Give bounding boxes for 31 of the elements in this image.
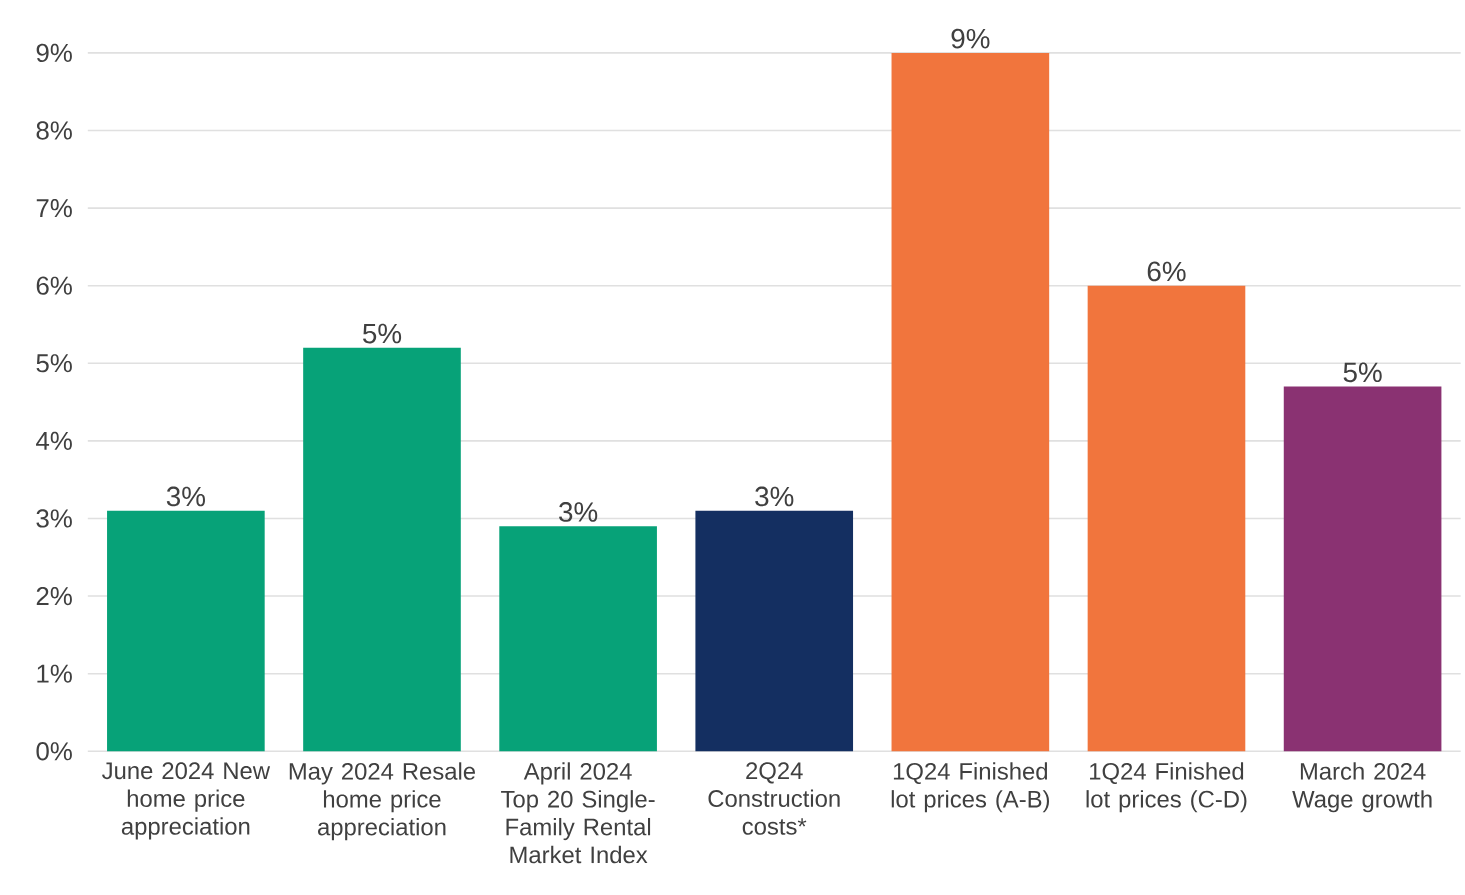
x-tick-label: April 2024 Top 20 Single-Family Rental Market Index — [501, 762, 655, 864]
x-tick-label: 1Q24 Finished lot prices (C-D) — [1086, 762, 1247, 813]
bar — [1087, 285, 1246, 752]
data-label: 5% — [1343, 362, 1382, 383]
bar — [303, 347, 461, 752]
bar — [695, 510, 854, 752]
bar — [107, 510, 265, 752]
y-tick-label: 6% — [36, 276, 72, 295]
x-tick-label: 2Q24 Construction costs* — [708, 762, 840, 835]
y-tick-label: 2% — [36, 587, 72, 606]
x-tick-label: March 2024 Wage growth — [1292, 762, 1432, 813]
y-tick-label: 5% — [36, 354, 72, 373]
y-tick-label: 3% — [36, 509, 72, 528]
data-label: 9% — [951, 28, 990, 49]
y-tick-label: 0% — [36, 742, 72, 761]
data-label: 3% — [755, 486, 794, 507]
y-tick-label: 8% — [36, 121, 72, 140]
data-label: 6% — [1147, 261, 1186, 282]
data-label: 3% — [559, 502, 598, 522]
y-tick-label: 1% — [37, 664, 72, 683]
data-label: 5% — [363, 323, 402, 344]
y-tick-label: 4% — [36, 431, 72, 450]
bar — [1283, 386, 1442, 752]
x-tick-label: May 2024 Resale home price appreciation — [289, 762, 476, 841]
bar — [891, 52, 1050, 752]
data-label: 3% — [166, 486, 205, 507]
y-tick-label: 7% — [36, 199, 72, 218]
bar — [499, 526, 657, 752]
x-tick-label: 1Q24 Finished lot prices (A-B) — [891, 762, 1050, 813]
y-tick-label: 9% — [36, 43, 72, 63]
x-tick-label: June 2024 New home price appreciation — [102, 762, 271, 840]
